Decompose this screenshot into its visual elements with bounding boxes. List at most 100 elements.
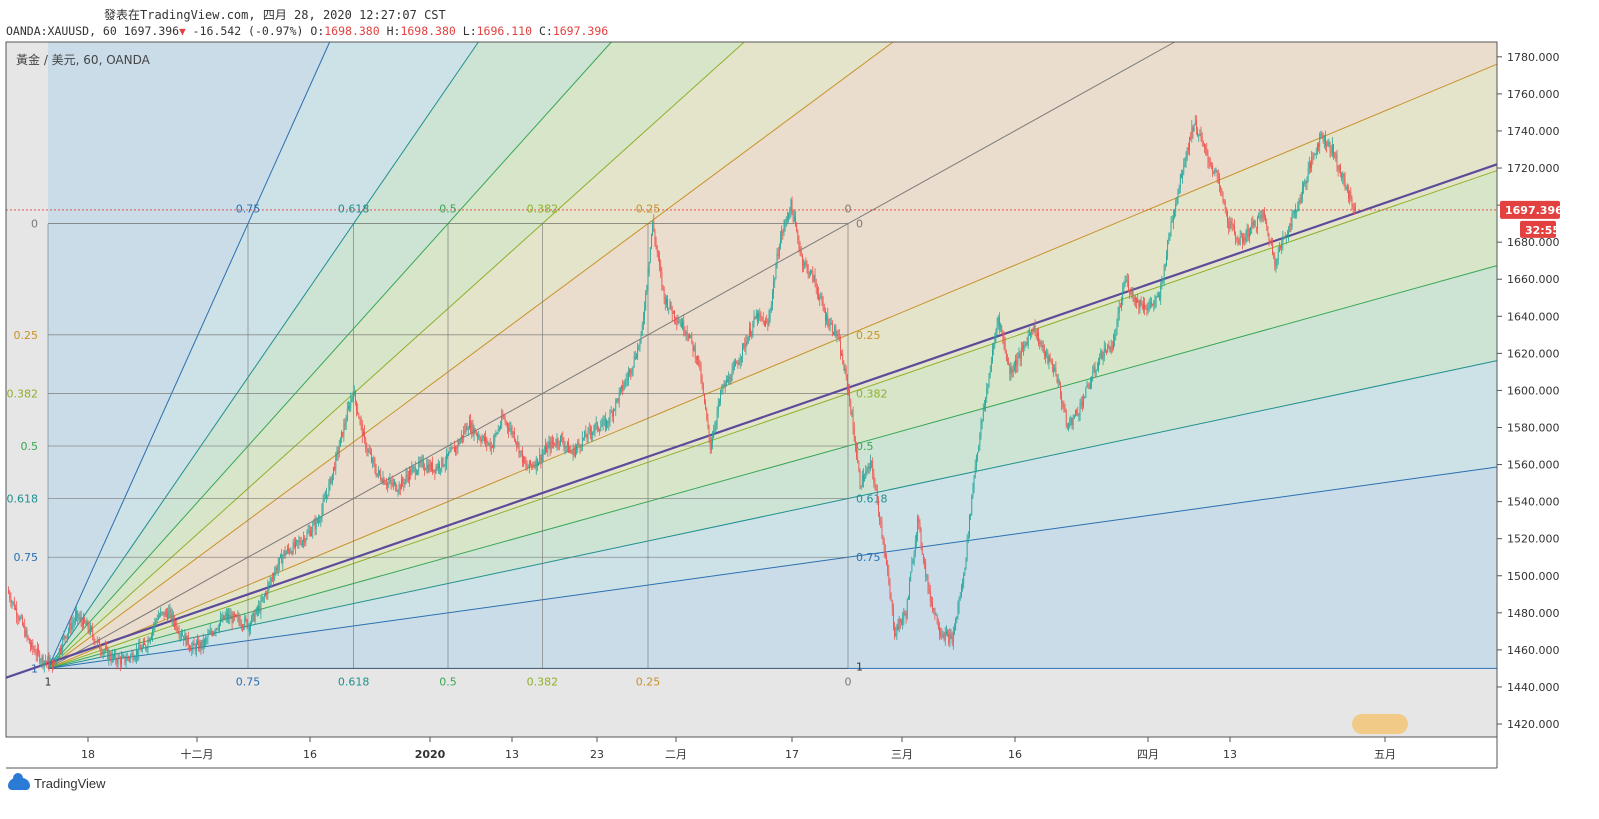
candle-body bbox=[602, 420, 604, 425]
fan-right-label: 0.25 bbox=[856, 329, 881, 342]
candle-body bbox=[1184, 162, 1186, 166]
tradingview-logo[interactable]: TradingView bbox=[8, 772, 106, 791]
candle-body bbox=[1345, 187, 1347, 189]
candle-body bbox=[227, 613, 228, 619]
candle-body bbox=[1331, 144, 1333, 153]
candle-body bbox=[182, 635, 183, 637]
candle-body bbox=[846, 376, 848, 389]
candle-body bbox=[778, 247, 780, 256]
candle-body bbox=[950, 634, 952, 637]
fan-line bbox=[47, 41, 331, 669]
candle-body bbox=[1277, 251, 1279, 260]
candle-body bbox=[974, 466, 976, 477]
candle-body bbox=[694, 346, 696, 359]
candle-body bbox=[861, 475, 863, 487]
candle-body bbox=[912, 562, 914, 564]
candle-body bbox=[464, 430, 466, 433]
candle-body bbox=[1240, 236, 1242, 238]
candle-body bbox=[372, 458, 374, 462]
candle-body bbox=[417, 470, 418, 474]
candle-body bbox=[1270, 242, 1272, 245]
candle-body bbox=[154, 620, 156, 626]
candle-body bbox=[1010, 368, 1012, 374]
candle-body bbox=[570, 450, 572, 452]
candle-body bbox=[754, 316, 756, 319]
y-tick-label: 1580.000 bbox=[1507, 421, 1560, 434]
candle-body bbox=[185, 633, 187, 646]
candle-body bbox=[503, 417, 505, 419]
candle-body bbox=[325, 497, 326, 499]
candle-body bbox=[978, 446, 980, 453]
candle-body bbox=[1102, 356, 1104, 359]
candle-body bbox=[996, 324, 998, 331]
candle-body bbox=[273, 577, 274, 579]
candle-body bbox=[517, 442, 519, 445]
candle-body bbox=[374, 463, 376, 471]
candle-body bbox=[949, 634, 951, 644]
candle-body bbox=[83, 617, 84, 628]
candle-body bbox=[572, 448, 574, 454]
candle-body bbox=[445, 453, 447, 464]
candle-body bbox=[560, 435, 561, 445]
candle-body bbox=[380, 474, 382, 480]
candle-body bbox=[176, 622, 178, 631]
candle-body bbox=[1033, 324, 1035, 331]
candle-body bbox=[516, 442, 518, 445]
candle-body bbox=[640, 333, 642, 340]
y-tick-label: 1560.000 bbox=[1507, 459, 1560, 472]
candle-body bbox=[352, 395, 354, 397]
candle-body bbox=[1177, 190, 1179, 198]
candle-body bbox=[825, 312, 826, 321]
candle-body bbox=[1179, 174, 1181, 188]
candle-body bbox=[62, 638, 64, 650]
candle-body bbox=[524, 456, 526, 464]
candle-body bbox=[815, 282, 817, 288]
candle-body bbox=[345, 420, 347, 425]
candle-body bbox=[1272, 244, 1273, 255]
candle-body bbox=[542, 453, 544, 456]
candle-body bbox=[87, 621, 89, 629]
y-tick-label: 1540.000 bbox=[1507, 496, 1560, 509]
candle-body bbox=[451, 448, 453, 450]
candle-body bbox=[814, 275, 816, 283]
candle-body bbox=[1091, 379, 1092, 384]
candle-body bbox=[1146, 309, 1148, 310]
candle-body bbox=[497, 429, 499, 434]
candle-body bbox=[944, 632, 946, 640]
candle-body bbox=[285, 552, 287, 556]
candle-body bbox=[826, 314, 827, 321]
candle-body bbox=[106, 647, 107, 649]
candle-body bbox=[477, 434, 478, 437]
candle-body bbox=[957, 607, 959, 617]
candle-body bbox=[519, 450, 521, 454]
candle-body bbox=[356, 401, 357, 411]
candle-body bbox=[330, 477, 332, 484]
candle-body bbox=[1320, 133, 1322, 135]
candle-body bbox=[223, 615, 225, 619]
candle-body bbox=[766, 320, 768, 323]
candle-body bbox=[31, 642, 33, 648]
candle-body bbox=[977, 452, 978, 458]
candle-body bbox=[74, 615, 76, 622]
candle-body bbox=[1100, 350, 1102, 359]
candle-body bbox=[1254, 220, 1256, 228]
candle-body bbox=[36, 648, 38, 656]
candle-body bbox=[146, 648, 148, 650]
candle-body bbox=[988, 374, 990, 387]
candle-body bbox=[1251, 221, 1253, 228]
candle-body bbox=[1178, 187, 1180, 191]
candle-body bbox=[1062, 403, 1064, 407]
candle-body bbox=[16, 608, 18, 617]
candle-body bbox=[1130, 292, 1132, 295]
candle-body bbox=[186, 635, 188, 646]
candle-body bbox=[295, 540, 296, 548]
candle-body bbox=[1025, 342, 1027, 345]
candle-body bbox=[565, 446, 567, 448]
candle-body bbox=[244, 618, 246, 627]
candle-body bbox=[755, 312, 757, 319]
candle-body bbox=[655, 240, 657, 246]
candle-body bbox=[321, 509, 323, 519]
candle-body bbox=[1149, 302, 1151, 306]
candle-body bbox=[303, 538, 304, 542]
